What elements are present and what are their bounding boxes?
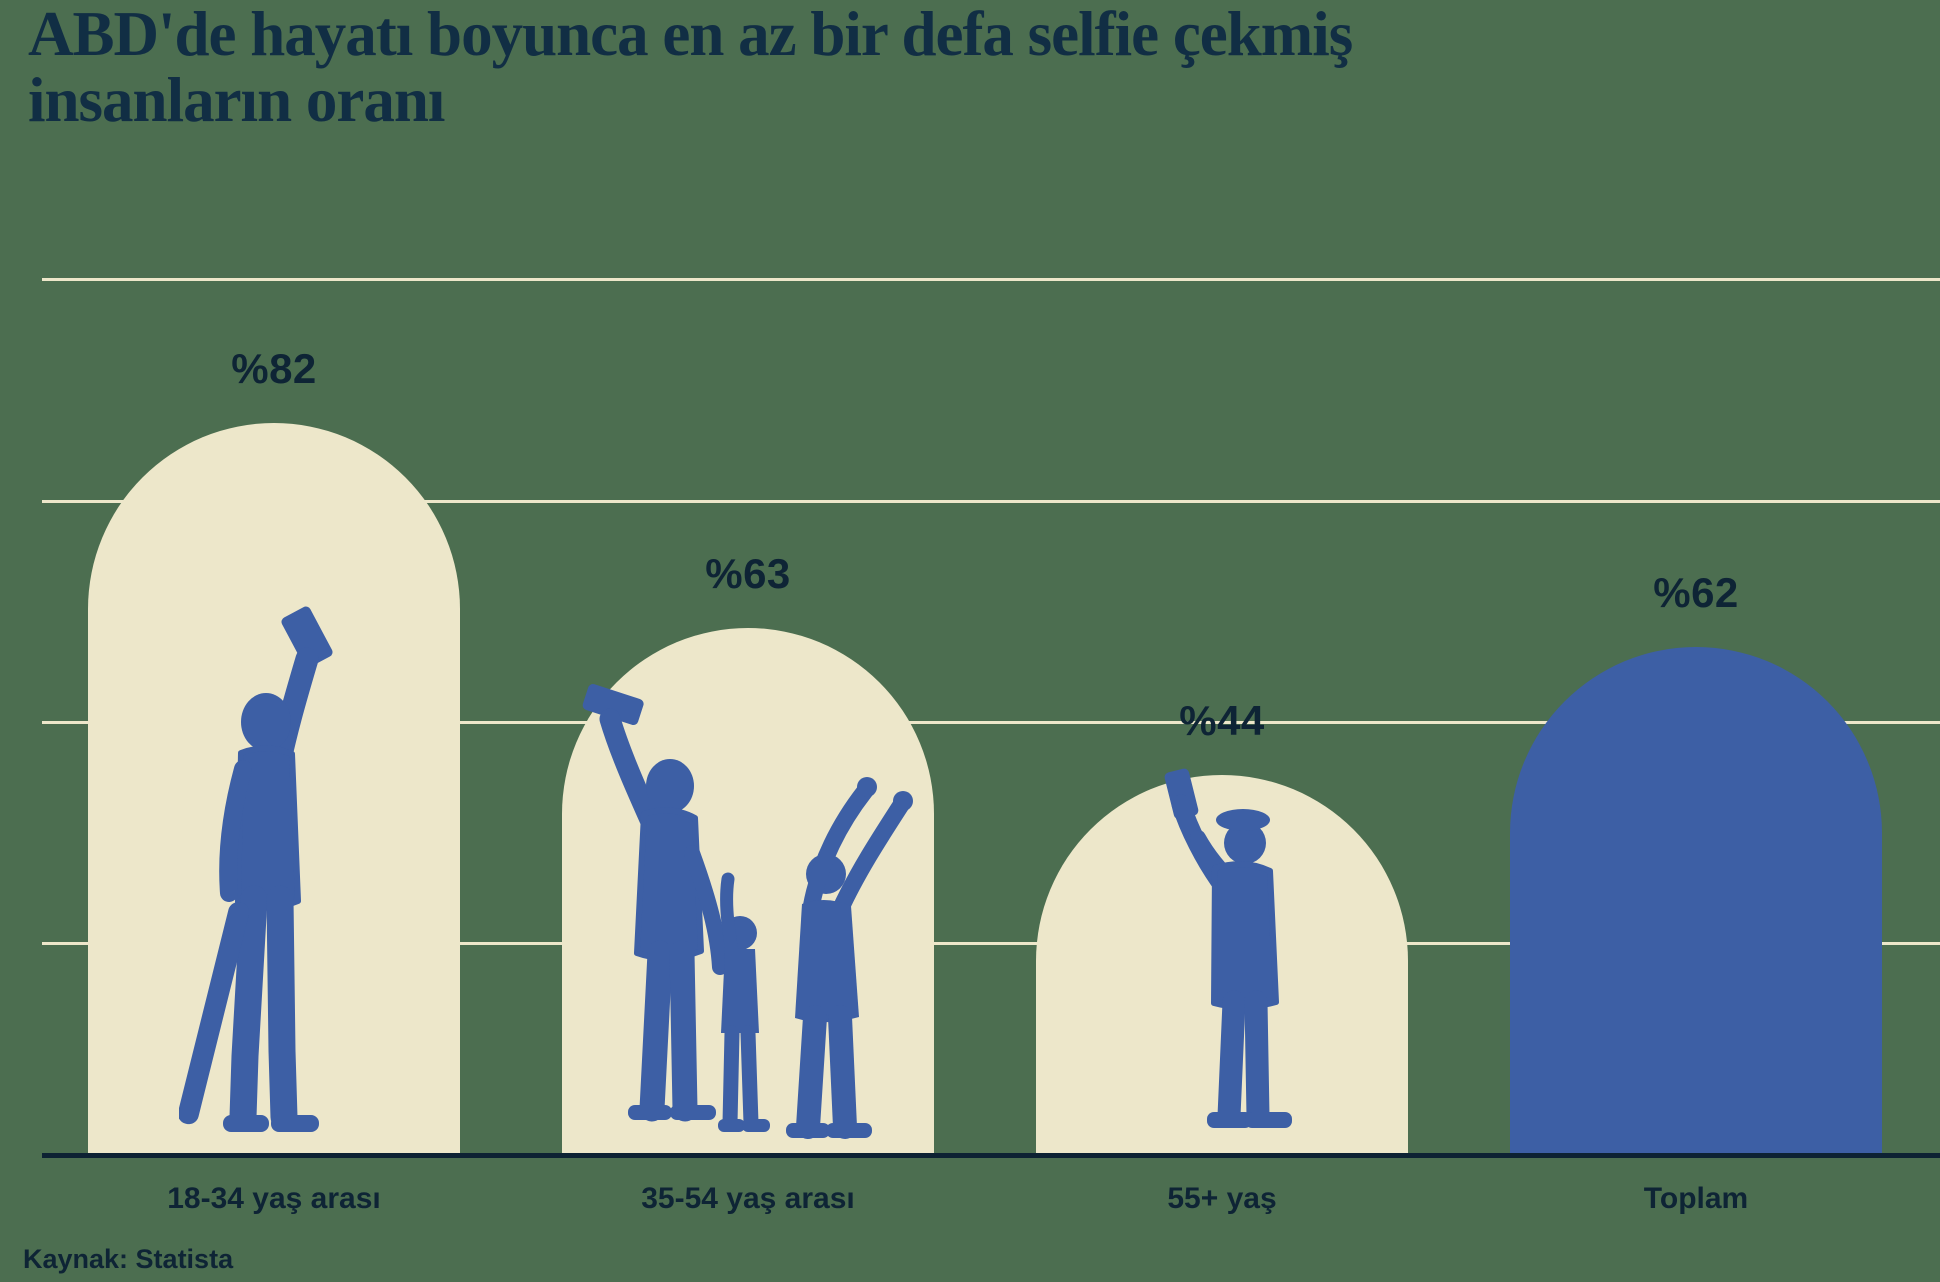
- gridline: [42, 721, 1940, 724]
- gridline: [42, 500, 1940, 503]
- chart-title-line2: insanların oranı: [28, 64, 445, 135]
- bar-Toplam: [1510, 647, 1882, 1153]
- bar-55+-ya-: [1036, 768, 1408, 1153]
- source-note: Kaynak: Statista: [23, 1244, 234, 1274]
- category-label: 18-34 yaş arası: [167, 1182, 381, 1215]
- family-selfie-silhouette-icon: [582, 684, 913, 1139]
- category-label: 55+ yaş: [1167, 1182, 1277, 1215]
- value-label: %82: [231, 345, 317, 392]
- gridline: [42, 278, 1940, 281]
- bar-18-34-ya-aras-: [88, 423, 460, 1153]
- x-axis-line: [42, 1153, 1940, 1158]
- value-label: %63: [705, 550, 791, 597]
- chart-title: ABD'de hayatı boyunca en az bir defa sel…: [28, 0, 1353, 135]
- value-label: %62: [1653, 569, 1739, 616]
- bar-35-54-ya-aras-: [562, 628, 934, 1153]
- value-label: %44: [1179, 697, 1265, 744]
- man-with-skateboard-selfie-silhouette-icon: [179, 606, 333, 1132]
- chart-title-line1: ABD'de hayatı boyunca en az bir defa sel…: [28, 0, 1353, 69]
- older-man-selfie-silhouette-icon: [1164, 768, 1292, 1128]
- category-label: Toplam: [1643, 1182, 1749, 1215]
- category-label: 35-54 yaş arası: [641, 1182, 855, 1215]
- gridline: [42, 942, 1940, 945]
